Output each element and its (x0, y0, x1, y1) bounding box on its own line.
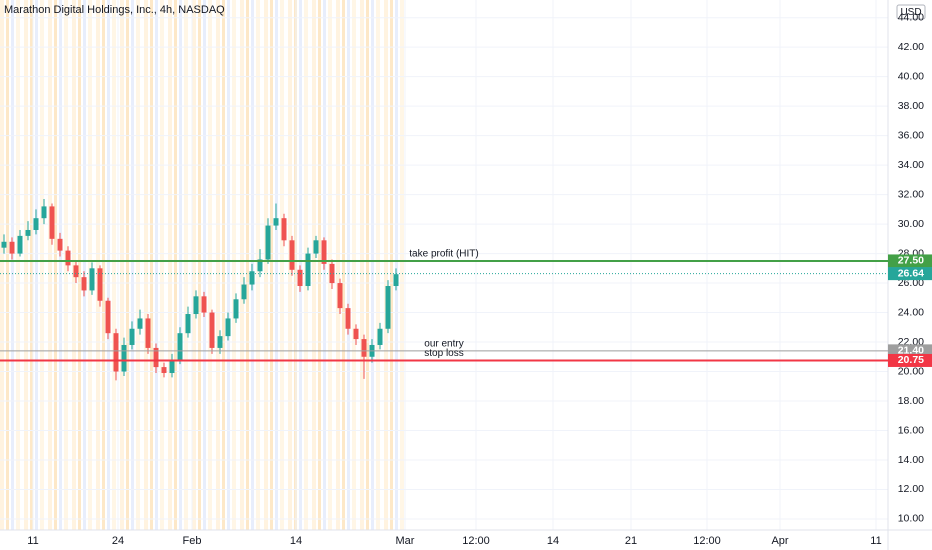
candle-body (249, 271, 255, 285)
candle-body (57, 238, 63, 251)
candle-body (145, 318, 151, 348)
x-tick-label: 24 (112, 535, 124, 547)
candle-body (81, 277, 87, 291)
candle-body (385, 286, 391, 329)
candle-body (209, 312, 215, 348)
y-tick-label: 20.00 (898, 365, 924, 377)
candle-body (1, 241, 7, 248)
candle-body (329, 263, 335, 284)
candle-body (361, 339, 367, 357)
y-tick-label: 16.00 (898, 424, 924, 436)
y-tick-label: 42.00 (898, 41, 924, 53)
candle-body (185, 314, 191, 334)
candle-body (41, 206, 47, 219)
y-tick-label: 34.00 (898, 159, 924, 171)
y-tick-label: 36.00 (898, 129, 924, 141)
candle-body (153, 347, 159, 368)
y-tick-label: 30.00 (898, 218, 924, 230)
y-tick-label: 38.00 (898, 100, 924, 112)
y-tick-label: 18.00 (898, 395, 924, 407)
candle-body (177, 333, 183, 360)
candle-body (25, 229, 31, 236)
candle-body (393, 274, 399, 287)
y-tick-label: 40.00 (898, 70, 924, 82)
candle-body (97, 268, 103, 301)
y-tick-label: 32.00 (898, 188, 924, 200)
candle-body (305, 253, 311, 287)
price-tag (888, 353, 932, 367)
y-tick-label: 14.00 (898, 454, 924, 466)
candle-body (273, 218, 279, 226)
price-tag-label: 27.50 (898, 255, 924, 267)
candle-body (169, 359, 175, 373)
candle-body (225, 318, 231, 337)
level-annotation: our entry (424, 339, 463, 350)
candle-body (313, 240, 319, 254)
currency-box[interactable] (896, 4, 926, 20)
y-tick-label: 10.00 (898, 513, 924, 525)
candle-body (129, 328, 135, 345)
x-tick-label: 12:00 (693, 535, 721, 547)
price-tag (888, 267, 932, 281)
x-tick-label: Feb (183, 535, 202, 547)
chart-title: Marathon Digital Holdings, Inc., 4h, NAS… (4, 4, 225, 16)
candle-body (289, 240, 295, 270)
y-tick-label: 24.00 (898, 306, 924, 318)
candle-body (9, 241, 15, 254)
x-tick-label: 11 (870, 535, 881, 547)
price-tag-label: 21.40 (898, 345, 924, 357)
candle-body (105, 300, 111, 334)
y-tick-label: 12.00 (898, 483, 924, 495)
x-tick-label: Mar (396, 535, 415, 547)
candle-body (17, 235, 23, 254)
candle-body (65, 250, 71, 266)
x-tick-label: 12:00 (462, 535, 490, 547)
candle-body (217, 336, 223, 348)
candle-body (265, 225, 271, 260)
x-tick-label: 14 (290, 535, 302, 547)
candle-body (113, 333, 119, 372)
x-tick-label: 21 (625, 535, 637, 547)
candle-body (49, 206, 55, 239)
level-annotation: take profit (HIT) (409, 249, 478, 260)
candle-body (377, 328, 383, 345)
candle-body (137, 318, 143, 329)
candle-body (281, 218, 287, 241)
x-tick-label: 14 (547, 535, 559, 547)
currency[interactable]: USD (900, 7, 921, 18)
candle-body (241, 284, 247, 300)
candle-body (121, 344, 127, 372)
candle-body (297, 269, 303, 287)
candle-body (161, 367, 167, 373)
candle-body (89, 268, 95, 291)
candle-body (257, 259, 263, 272)
candle-body (321, 240, 327, 264)
price-tag-label: 20.75 (898, 354, 924, 366)
x-tick-label: 11 (27, 535, 38, 547)
y-tick-label: 44.00 (898, 11, 924, 23)
session-background (0, 0, 405, 530)
candle-body (337, 283, 343, 309)
x-tick-label: Apr (771, 535, 788, 547)
candle-body (345, 308, 351, 329)
level-annotation: stop loss (424, 348, 463, 359)
candle-body (201, 296, 207, 313)
candle-body (233, 299, 239, 319)
price-tag (888, 254, 932, 268)
price-tag-label: 26.64 (898, 267, 924, 279)
candle-body (73, 265, 79, 278)
candle-body (193, 296, 199, 315)
candle-body (353, 328, 359, 340)
candle-body (33, 218, 39, 230)
